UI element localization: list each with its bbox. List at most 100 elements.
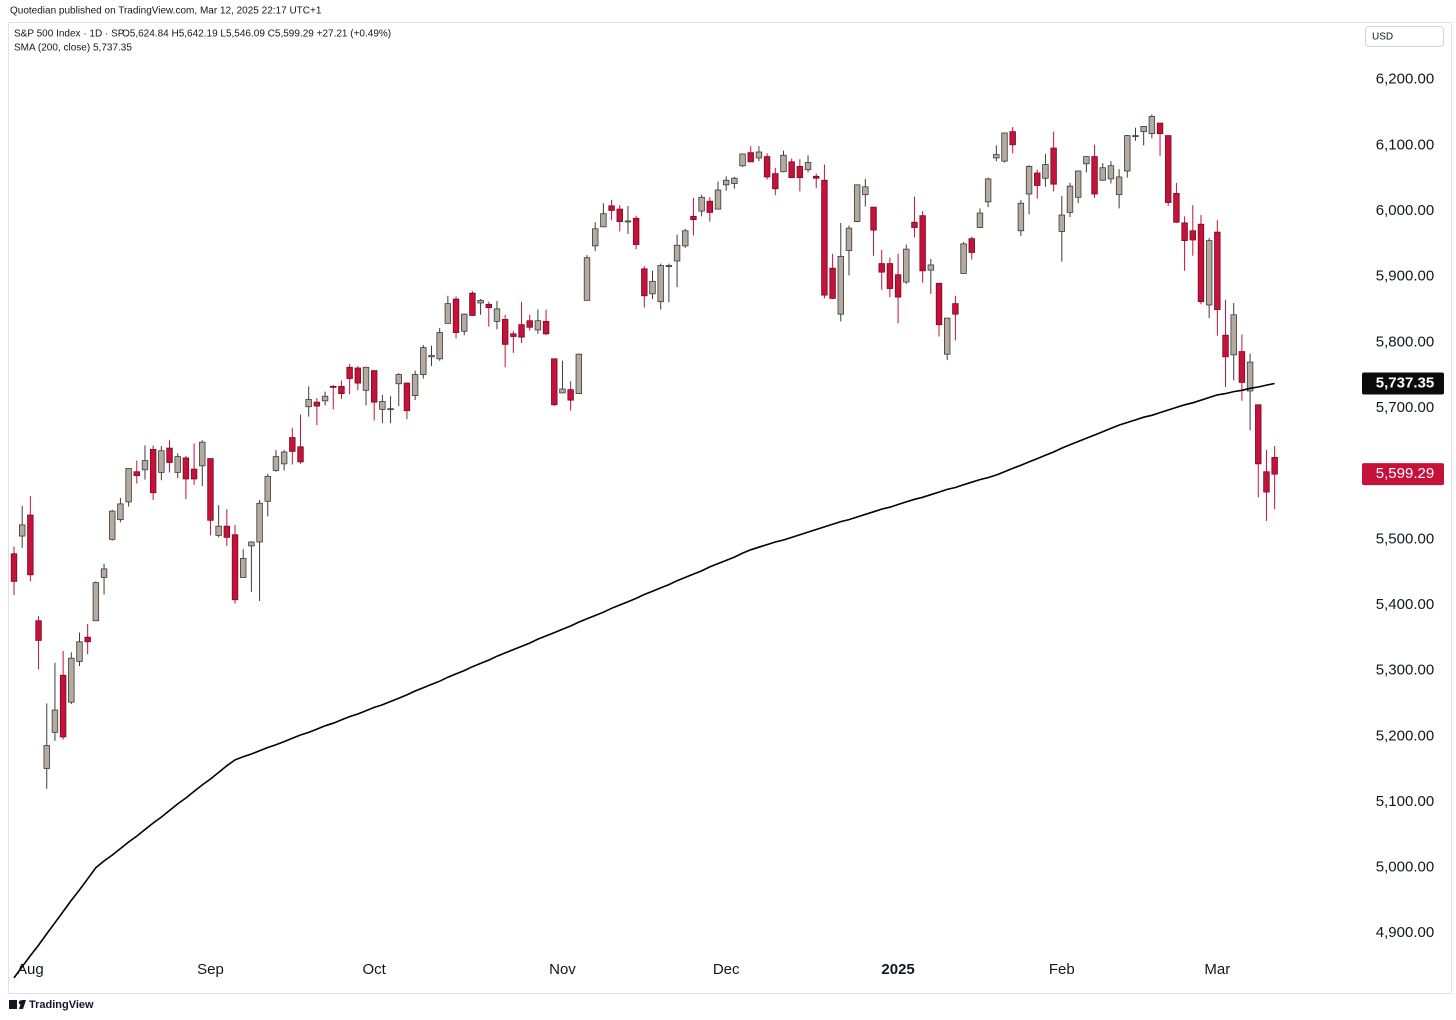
candle-body xyxy=(968,238,975,253)
candle-body xyxy=(10,553,18,582)
y-tick-label: 5,400.00 xyxy=(1376,596,1434,613)
candle-body xyxy=(27,514,34,576)
ohlc-legend: O5,624.84 H5,642.19 L5,546.09 C5,599.29 … xyxy=(122,29,391,40)
candle-body xyxy=(682,230,689,247)
x-tick-label: Oct xyxy=(363,961,387,978)
symbol-title: S&P 500 Index · 1D · SP xyxy=(14,29,125,40)
candle-body xyxy=(714,189,722,210)
candle-body xyxy=(526,320,533,328)
candle-body xyxy=(158,450,165,473)
y-tick-label: 5,300.00 xyxy=(1376,662,1434,679)
x-tick-label: Dec xyxy=(713,961,740,978)
candle-body xyxy=(608,205,615,211)
candle-body xyxy=(109,510,116,540)
candle-body xyxy=(321,395,329,402)
x-tick-label: Nov xyxy=(549,961,576,978)
candle-body xyxy=(370,370,378,403)
candle-body xyxy=(420,347,427,375)
candle-body xyxy=(256,502,263,543)
candle-body xyxy=(1246,361,1254,392)
candle-body xyxy=(411,374,419,396)
y-tick-label: 6,100.00 xyxy=(1376,136,1434,153)
candle-body xyxy=(894,274,902,298)
candle-body xyxy=(821,179,828,296)
candle-body xyxy=(690,215,697,221)
candle-body xyxy=(673,244,681,262)
candle-body xyxy=(387,408,394,411)
candle-body xyxy=(264,475,271,502)
candle-body xyxy=(59,674,67,738)
candle-body xyxy=(829,267,836,299)
candle-body xyxy=(297,446,304,463)
candle-body xyxy=(1189,230,1196,241)
candle-body xyxy=(1148,116,1156,135)
close-price-label: 5,599.29 xyxy=(1376,465,1434,482)
candle-body xyxy=(993,154,1000,159)
candle-body xyxy=(919,215,926,272)
candle-body xyxy=(763,156,771,178)
y-tick-label: 5,700.00 xyxy=(1376,399,1434,416)
y-tick-label: 4,900.00 xyxy=(1376,924,1434,941)
sma-legend-value: 5,737.35 xyxy=(93,43,132,54)
candle-body xyxy=(1173,192,1180,223)
candle-body xyxy=(51,709,59,733)
candle-body xyxy=(657,265,664,303)
candle-body xyxy=(624,220,632,223)
candle-body xyxy=(18,524,26,537)
candle-body xyxy=(1058,214,1066,232)
candle-body xyxy=(1042,164,1049,179)
candle-body xyxy=(559,388,566,394)
candle-body xyxy=(280,451,288,465)
candle-body xyxy=(1214,231,1221,310)
candle-body xyxy=(248,541,255,547)
candle-body xyxy=(641,268,648,297)
candle-body xyxy=(215,525,222,536)
candle-body xyxy=(862,186,869,196)
candle-body xyxy=(551,358,558,406)
candle-body xyxy=(796,166,804,178)
candle-body xyxy=(199,441,206,467)
candle-body xyxy=(133,471,140,477)
candle-body xyxy=(804,162,812,171)
candle-body xyxy=(469,292,476,316)
candle-body xyxy=(1034,172,1041,186)
candle-body xyxy=(68,657,75,703)
candle-body xyxy=(813,175,820,179)
candle-body xyxy=(722,179,730,186)
x-tick-label: Sep xyxy=(197,961,224,978)
candle-body xyxy=(927,264,935,271)
tradingview-logo xyxy=(9,1000,26,1009)
candle-body xyxy=(1009,131,1016,146)
candle-body xyxy=(510,333,517,337)
candle-body xyxy=(92,582,100,622)
candle-body xyxy=(493,308,501,322)
candle-body xyxy=(518,324,525,338)
candle-body xyxy=(1017,202,1025,232)
candle-body xyxy=(444,303,452,324)
candle-body xyxy=(665,265,673,267)
candle-body xyxy=(1181,222,1188,242)
candle-body xyxy=(845,227,853,251)
candle-body xyxy=(461,313,468,332)
candle-body xyxy=(1156,122,1164,135)
candle-body xyxy=(706,200,714,213)
candle-body xyxy=(305,399,312,408)
y-tick-label: 5,200.00 xyxy=(1376,727,1434,744)
candle-body xyxy=(395,374,402,385)
candle-body xyxy=(231,534,239,601)
candle-body xyxy=(567,389,574,401)
candle-body xyxy=(616,208,623,222)
candle-body xyxy=(976,212,984,228)
candle-body xyxy=(190,468,198,480)
candle-body xyxy=(207,458,214,521)
chart-frame xyxy=(8,22,1452,994)
candle-body xyxy=(1197,223,1205,303)
candle-body xyxy=(542,320,550,335)
candle-body xyxy=(289,437,296,452)
candle-body xyxy=(1230,314,1237,356)
candle-body xyxy=(223,525,231,538)
candle-body xyxy=(1255,404,1262,465)
currency-box[interactable] xyxy=(1365,26,1444,47)
